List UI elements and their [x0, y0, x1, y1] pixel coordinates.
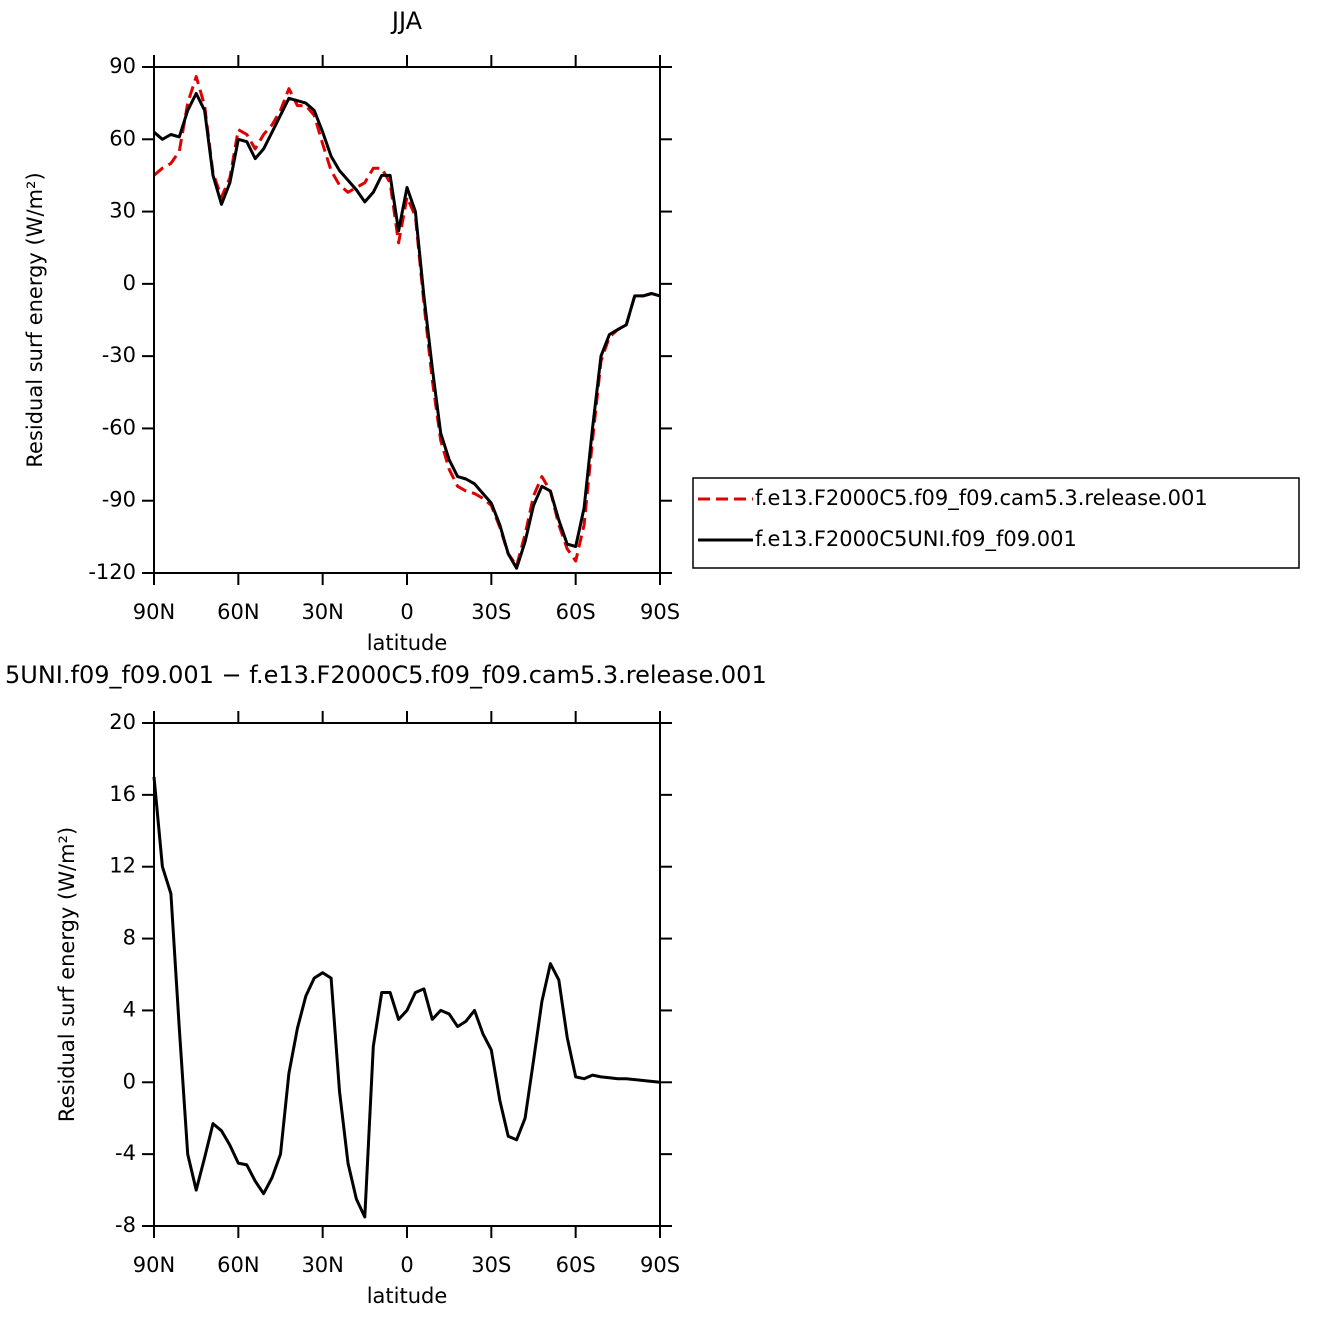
x-tick-label: 90S	[640, 1253, 680, 1277]
x-tick-label: 60N	[217, 1253, 259, 1277]
y-tick-label: 0	[123, 1069, 136, 1093]
chart-title: 5UNI.f09_f09.001 − f.e13.F2000C5.f09_f09…	[5, 661, 767, 689]
x-tick-label: 90S	[640, 600, 680, 624]
y-tick-label: 4	[123, 997, 136, 1021]
y-tick-label: -120	[88, 560, 136, 584]
x-tick-label: 30S	[471, 1253, 511, 1277]
x-tick-label: 0	[400, 600, 413, 624]
y-tick-label: -30	[102, 343, 136, 367]
x-tick-label: 0	[400, 1253, 413, 1277]
y-tick-label: -90	[102, 488, 136, 512]
data-line	[152, 776, 661, 1219]
y-axis-label: Residual surf energy (W/m²)	[23, 172, 47, 467]
y-tick-label: 16	[109, 782, 136, 806]
y-tick-label: 20	[109, 710, 136, 734]
y-tick-label: 60	[109, 126, 136, 150]
x-tick-label: 30S	[471, 600, 511, 624]
y-tick-label: 90	[109, 54, 136, 78]
x-axis-label: latitude	[367, 631, 448, 655]
x-axis-label: latitude	[367, 1284, 448, 1308]
y-tick-label: -60	[102, 415, 136, 439]
data-line	[153, 75, 661, 568]
data-line	[153, 92, 661, 570]
y-tick-label: 0	[123, 271, 136, 295]
legend-label: f.e13.F2000C5.f09_f09.cam5.3.release.001	[755, 486, 1208, 511]
legend-box	[692, 477, 1300, 569]
y-tick-label: -4	[115, 1141, 136, 1165]
y-axis-label: Residual surf energy (W/m²)	[55, 827, 79, 1122]
x-tick-label: 60N	[217, 600, 259, 624]
x-tick-label: 60S	[556, 1253, 596, 1277]
plot-frame	[153, 722, 661, 1227]
y-tick-label: 12	[109, 854, 136, 878]
x-tick-label: 90N	[133, 1253, 175, 1277]
legend-label: f.e13.F2000C5UNI.f09_f09.001	[755, 527, 1077, 552]
chart-title: JJA	[390, 7, 423, 35]
x-tick-label: 60S	[556, 600, 596, 624]
x-tick-label: 30N	[301, 1253, 343, 1277]
y-tick-label: 8	[123, 926, 136, 950]
x-tick-label: 90N	[133, 600, 175, 624]
x-tick-label: 30N	[301, 600, 343, 624]
y-tick-label: 30	[109, 199, 136, 223]
y-tick-label: -8	[115, 1213, 136, 1237]
plot-frame	[153, 66, 661, 574]
